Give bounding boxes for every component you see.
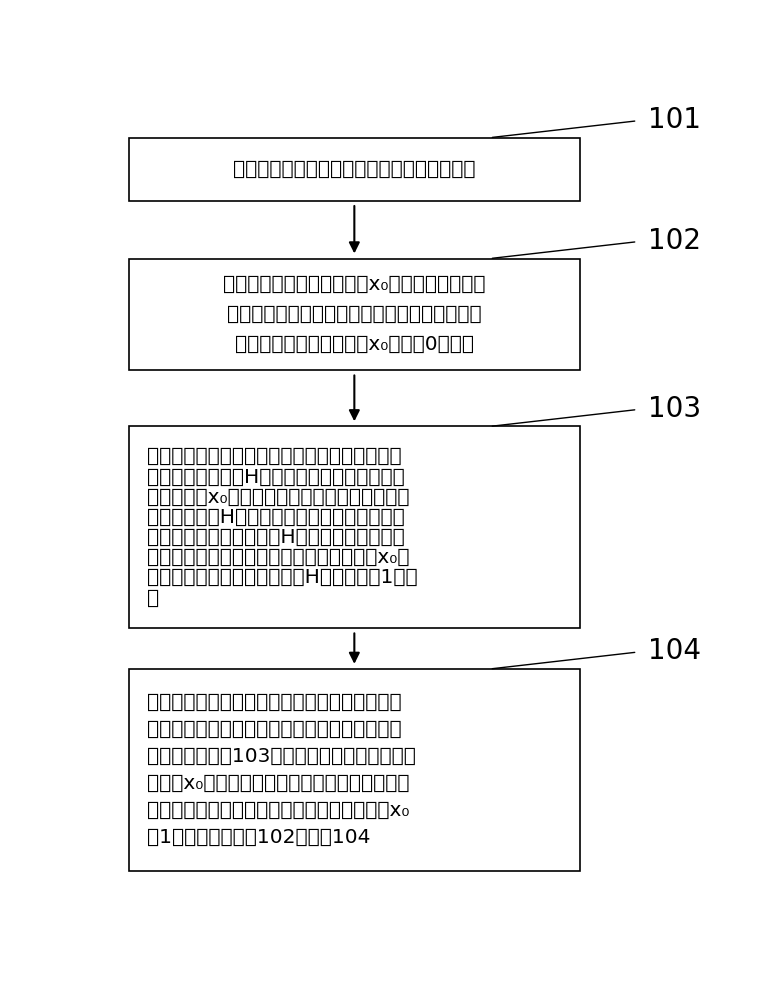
Text: 数: 数 (147, 588, 159, 607)
Text: 根据预设算法，以H种不同的设置方式，在埋地: 根据预设算法，以H种不同的设置方式，在埋地 (147, 467, 405, 486)
Text: 102: 102 (648, 227, 701, 255)
Bar (129, 669, 580, 871)
Text: 于土壤模型、接地极模型以及埋地管道模型，获: 于土壤模型、接地极模型以及埋地管道模型，获 (227, 305, 482, 324)
Text: 101: 101 (648, 106, 701, 134)
Text: 将最小管地电位差与埋地管道允许的最大管地电: 将最小管地电位差与埋地管道允许的最大管地电 (147, 693, 402, 712)
Text: 地电位差至第H管地电位差；获得初始管地电位: 地电位差至第H管地电位差；获得初始管地电位 (147, 508, 405, 527)
Text: 管地电位差，以及与最小管地电位差对应的x₀个: 管地电位差，以及与最小管地电位差对应的x₀个 (147, 548, 410, 567)
Bar (129, 259, 580, 370)
Bar (129, 426, 580, 628)
Text: 在整条埋地管道上均匀设置x₀个局部接地点，基: 在整条埋地管道上均匀设置x₀个局部接地点，基 (223, 275, 486, 294)
Text: 位进行比较，当最小管地电位差小于等于最大管: 位进行比较，当最小管地电位差小于等于最大管 (147, 720, 402, 739)
Text: 对应的x₀个局部接地点的位置向量即为目标结果: 对应的x₀个局部接地点的位置向量即为目标结果 (147, 774, 410, 793)
Text: 地电位时，步骤103中获得的与最小管地电位差: 地电位时，步骤103中获得的与最小管地电位差 (147, 747, 416, 766)
Text: 构建土壤模型、接地极模型以及埋地管道模型: 构建土壤模型、接地极模型以及埋地管道模型 (233, 160, 476, 179)
Text: ；当最小管地电位差大于最大管地电位时，将x₀: ；当最小管地电位差大于最大管地电位时，将x₀ (147, 801, 410, 820)
Text: 104: 104 (648, 637, 701, 665)
Text: 得初始管地电位差，其中x₀为大于0的整数: 得初始管地电位差，其中x₀为大于0的整数 (235, 335, 474, 354)
Text: 103: 103 (648, 395, 701, 423)
Text: 加1并重新执行步骤102至步骤104: 加1并重新执行步骤102至步骤104 (147, 828, 370, 847)
Text: 基于土壤模型、接地极模型以及埋地管道模型，: 基于土壤模型、接地极模型以及埋地管道模型， (147, 447, 402, 466)
Text: 差、第一管地电位差至第H管地电位差中的最小: 差、第一管地电位差至第H管地电位差中的最小 (147, 528, 405, 547)
Bar (129, 138, 580, 201)
Text: 管道上设置x₀个局部接地点；并对应获得第一管: 管道上设置x₀个局部接地点；并对应获得第一管 (147, 488, 410, 507)
Text: 局部接地点的位置向量；其中H为大于等于1的整: 局部接地点的位置向量；其中H为大于等于1的整 (147, 568, 417, 587)
